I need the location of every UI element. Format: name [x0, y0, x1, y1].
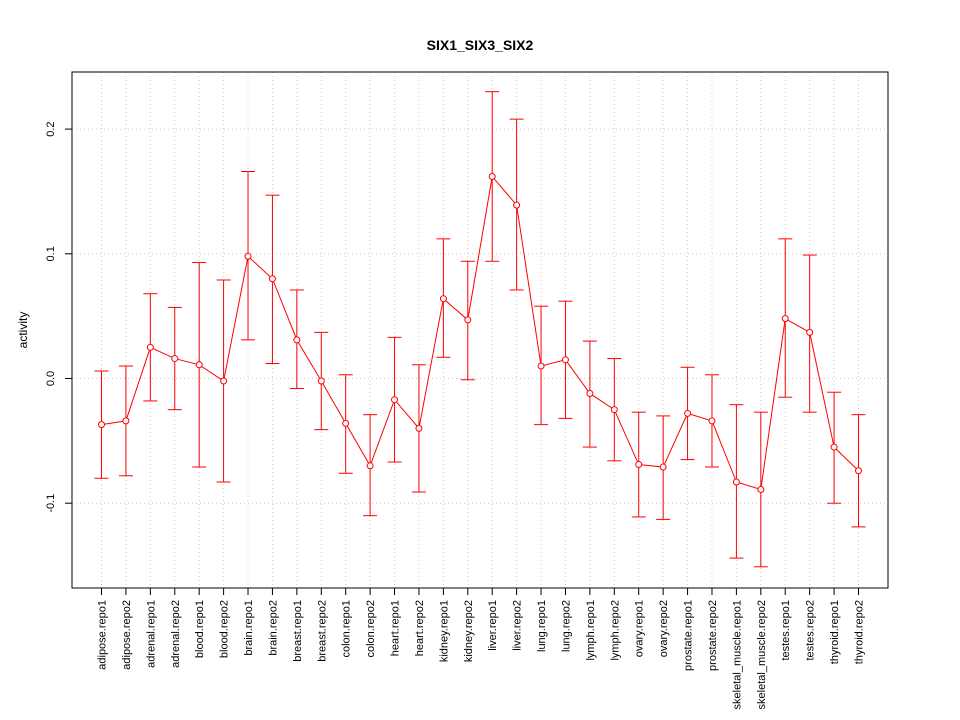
- data-point: [830, 443, 838, 451]
- x-tick-label: ovary.repo1: [634, 600, 646, 657]
- data-point: [806, 328, 814, 336]
- data-point: [220, 377, 228, 385]
- data-point: [415, 424, 423, 432]
- y-tick-label: -0.1: [45, 494, 57, 513]
- x-tick-label: blood.repo1: [194, 600, 206, 658]
- y-tick-label: 0.0: [45, 371, 57, 386]
- x-tick-label: thyroid.repo2: [854, 600, 866, 664]
- x-tick-label: prostate.repo2: [707, 600, 719, 671]
- series-line: [101, 175, 859, 491]
- data-point: [659, 463, 667, 471]
- x-tick-label: blood.repo2: [219, 600, 231, 658]
- x-tick-label: prostate.repo1: [683, 600, 695, 671]
- axes: -0.1 0.0 0.1 0.2 adipose.repo1 adipose.repo2 a…: [45, 121, 866, 709]
- x-tick-label: adrenal.repo2: [170, 600, 182, 668]
- data-point: [122, 417, 130, 425]
- data-point: [195, 361, 203, 369]
- x-tick-label: colon.repo1: [341, 600, 353, 658]
- x-tick-label: testes.repo1: [780, 600, 792, 661]
- x-tick-label: brain.repo1: [243, 600, 255, 656]
- data-point: [98, 421, 105, 429]
- x-tick-label: lymph.repo2: [609, 600, 621, 661]
- data-point: [342, 419, 350, 427]
- x-tick-label: breast.repo1: [292, 600, 304, 662]
- x-tick-label: kidney.repo1: [438, 600, 450, 662]
- series: [94, 91, 866, 568]
- x-tick-label: adipose.repo1: [97, 600, 109, 670]
- x-tick-label: lung.repo1: [536, 600, 548, 652]
- x-tick-label: heart.repo1: [390, 600, 402, 656]
- x-tick-label: heart.repo2: [414, 600, 426, 656]
- y-tick-label: 0.1: [45, 246, 57, 261]
- x-tick-label: liver.repo1: [487, 600, 499, 651]
- data-point: [732, 478, 740, 486]
- data-point: [146, 343, 154, 351]
- x-tick-label: skeletal_muscle.repo1: [731, 600, 743, 709]
- x-tick-label: adrenal.repo1: [145, 600, 157, 668]
- data-point: [268, 275, 276, 283]
- data-point: [293, 336, 301, 344]
- x-tick-label: ovary.repo2: [658, 600, 670, 657]
- data-point: [317, 377, 325, 385]
- data-point: [171, 355, 179, 363]
- x-tick-label: thyroid.repo1: [829, 600, 841, 664]
- x-tick-label: breast.repo2: [316, 600, 328, 662]
- y-tick-label: 0.2: [45, 121, 57, 136]
- data-point: [439, 295, 447, 303]
- data-point: [464, 316, 472, 324]
- data-point: [513, 201, 521, 209]
- data-point: [537, 362, 545, 370]
- x-tick-label: liver.repo2: [512, 600, 524, 651]
- data-point: [684, 409, 692, 417]
- grid: [72, 72, 888, 588]
- data-point: [610, 406, 618, 414]
- data-point: [561, 356, 569, 364]
- x-tick-label: kidney.repo2: [463, 600, 475, 662]
- x-tick-label: testes.repo2: [805, 600, 817, 661]
- x-tick-label: colon.repo2: [365, 600, 377, 658]
- data-point: [488, 172, 496, 180]
- x-tick-label: lymph.repo1: [585, 600, 597, 661]
- x-tick-label: skeletal_muscle.repo2: [756, 600, 768, 709]
- data-point: [757, 485, 765, 493]
- plot-frame: [71, 71, 889, 589]
- y-axis-label: activity: [16, 312, 30, 349]
- x-tick-label: adipose.repo2: [121, 600, 133, 670]
- data-point: [366, 462, 374, 470]
- data-point: [391, 396, 399, 404]
- x-tick-label: brain.repo2: [267, 600, 279, 656]
- data-point: [855, 467, 862, 475]
- data-point: [781, 315, 789, 323]
- x-tick-label: lung.repo2: [560, 600, 572, 652]
- data-point: [635, 461, 643, 469]
- chart-title: SIX1_SIX3_SIX2: [427, 37, 534, 53]
- data-point: [586, 389, 594, 397]
- data-point: [708, 417, 716, 425]
- data-point: [244, 252, 252, 260]
